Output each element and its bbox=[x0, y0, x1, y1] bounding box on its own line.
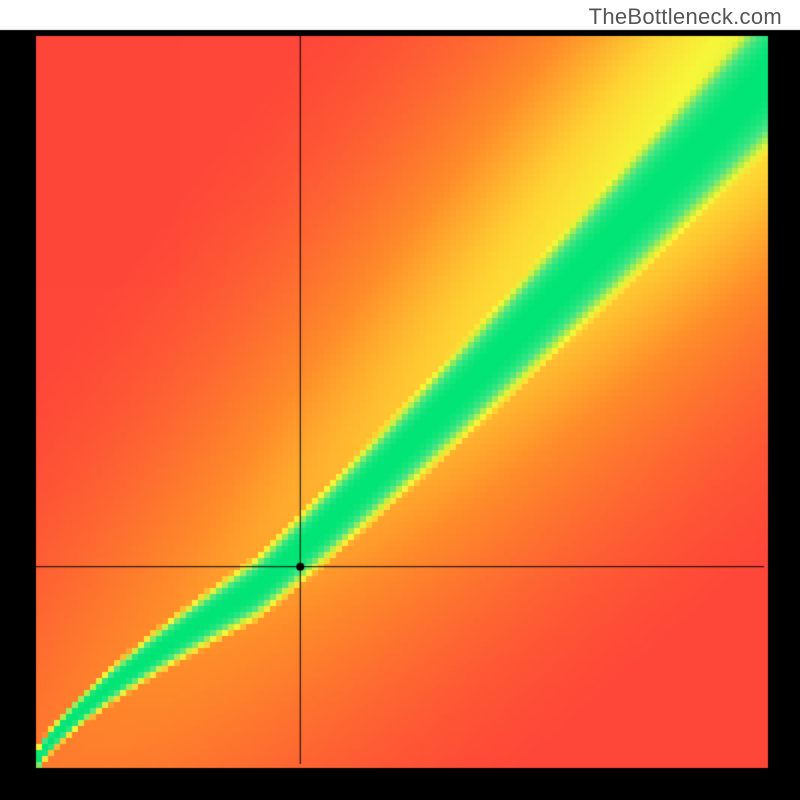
watermark-text: TheBottleneck.com bbox=[589, 4, 782, 30]
bottleneck-heatmap-canvas bbox=[0, 0, 800, 800]
chart-container: TheBottleneck.com bbox=[0, 0, 800, 800]
